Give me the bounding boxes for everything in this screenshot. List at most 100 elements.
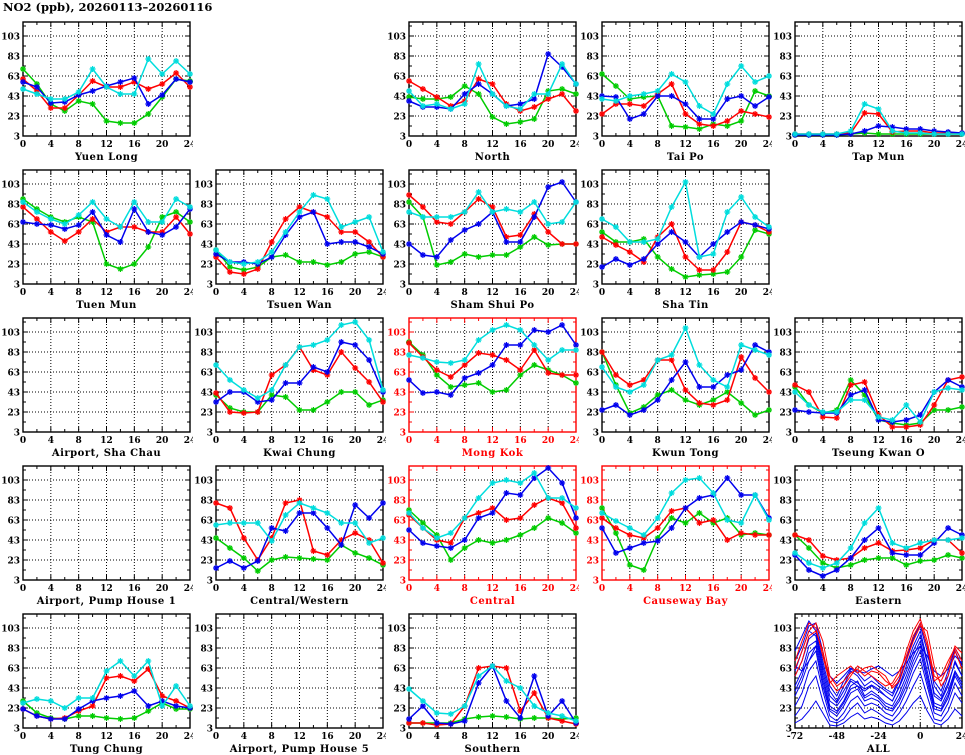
y-tick-label: 83 bbox=[200, 201, 213, 211]
y-tick-label: 103 bbox=[194, 329, 213, 339]
y-tick-label: 3 bbox=[14, 429, 20, 439]
x-tick-label: 8 bbox=[269, 732, 275, 742]
x-tick-label: 24 bbox=[184, 732, 193, 742]
chart-title-tung-chung: Tung Chung bbox=[70, 744, 143, 754]
x-tick-label: 4 bbox=[820, 584, 826, 594]
y-tick-label: 103 bbox=[1, 625, 20, 635]
y-tick-label: 83 bbox=[393, 53, 406, 63]
chart-title-causeway-bay: Causeway Bay bbox=[643, 596, 729, 606]
x-tick-label: 4 bbox=[48, 584, 54, 594]
x-tick-label: 12 bbox=[100, 288, 113, 298]
x-tick-label: 0 bbox=[599, 584, 605, 594]
x-tick-label: 4 bbox=[241, 732, 247, 742]
x-tick-label: 4 bbox=[627, 436, 633, 446]
y-tick-label: 3 bbox=[593, 577, 599, 587]
cyan-series-markers bbox=[599, 63, 772, 117]
chart-title-mong-kok: Mong Kok bbox=[462, 448, 524, 458]
chart-tung-chung: 3 23 43 63 83 103 0 4 8 12 16 20 24 Tung Chung bbox=[1, 613, 193, 754]
x-tick-label: 0 bbox=[406, 288, 412, 298]
x-tick-label: 20 bbox=[735, 140, 748, 150]
y-tick-label: 103 bbox=[194, 625, 213, 635]
x-tick-label: 4 bbox=[241, 584, 247, 594]
chart-title-airport-pump-house-1: Airport, Pump House 1 bbox=[36, 596, 177, 606]
x-tick-label: 8 bbox=[462, 732, 468, 742]
x-tick-label: 8 bbox=[269, 584, 275, 594]
ensemble-line bbox=[794, 621, 963, 692]
ensemble-line bbox=[794, 644, 963, 714]
y-tick-label: 23 bbox=[7, 409, 20, 419]
chart-title-tuen-mun: Tuen Mun bbox=[76, 300, 137, 310]
x-tick-label: 20 bbox=[156, 436, 169, 446]
y-tick-label: 43 bbox=[779, 389, 792, 399]
y-tick-label: 23 bbox=[393, 261, 406, 271]
y-tick-label: 23 bbox=[779, 113, 792, 123]
y-tick-label: 83 bbox=[586, 349, 599, 359]
x-tick-label: 24 bbox=[377, 732, 386, 742]
y-tick-label: 43 bbox=[7, 685, 20, 695]
chart-tap-mun: 3 23 43 63 83 103 0 4 8 12 16 20 24 Tap Mun bbox=[773, 21, 965, 162]
x-tick-label: 4 bbox=[434, 436, 440, 446]
y-tick-label: 43 bbox=[393, 241, 406, 251]
cyan-series-markers bbox=[792, 101, 965, 137]
y-tick-label: 43 bbox=[393, 685, 406, 695]
x-tick-label: 0 bbox=[792, 584, 798, 594]
x-tick-label: 8 bbox=[848, 436, 854, 446]
blue-series-markers bbox=[20, 206, 193, 245]
y-tick-label: 63 bbox=[7, 517, 20, 527]
x-tick-label: 0 bbox=[213, 584, 219, 594]
x-tick-label: 12 bbox=[872, 140, 885, 150]
y-tick-label: 103 bbox=[580, 329, 599, 339]
x-tick-label: 4 bbox=[820, 140, 826, 150]
x-tick-label: 12 bbox=[486, 732, 499, 742]
cyan-series-markers bbox=[406, 61, 579, 112]
y-tick-label: 3 bbox=[207, 725, 213, 735]
chart-kwun-tong: 3 23 43 63 83 103 0 4 8 12 16 20 24 Kwun Tong bbox=[580, 317, 772, 458]
y-tick-label: 3 bbox=[207, 577, 213, 587]
y-tick-label: 23 bbox=[7, 261, 20, 271]
x-tick-label: 8 bbox=[76, 584, 82, 594]
ensemble-line bbox=[794, 695, 963, 727]
y-tick-label: 23 bbox=[7, 705, 20, 715]
x-tick-label: 12 bbox=[486, 140, 499, 150]
x-tick-label: 12 bbox=[679, 436, 692, 446]
cyan-series-markers bbox=[20, 658, 193, 711]
y-tick-label: 83 bbox=[779, 645, 792, 655]
y-tick-label: 43 bbox=[779, 685, 792, 695]
y-tick-label: 103 bbox=[773, 477, 792, 487]
blue-series-markers bbox=[599, 342, 772, 418]
y-tick-label: 83 bbox=[7, 53, 20, 63]
x-tick-label: -72 bbox=[787, 732, 803, 742]
y-tick-label: 103 bbox=[580, 181, 599, 191]
x-tick-label: 20 bbox=[735, 584, 748, 594]
x-tick-label: 4 bbox=[434, 140, 440, 150]
y-tick-label: 3 bbox=[400, 133, 406, 143]
x-tick-label: 24 bbox=[570, 288, 579, 298]
y-tick-label: 63 bbox=[586, 517, 599, 527]
chart-eastern: 3 23 43 63 83 103 0 4 8 12 16 20 24 Eastern bbox=[773, 465, 965, 606]
x-tick-label: 4 bbox=[48, 140, 54, 150]
x-tick-label: 12 bbox=[293, 436, 306, 446]
blue-series-markers bbox=[792, 525, 965, 579]
y-tick-label: 103 bbox=[194, 477, 213, 487]
x-tick-label: 12 bbox=[486, 436, 499, 446]
x-tick-label: 8 bbox=[462, 288, 468, 298]
y-tick-label: 43 bbox=[779, 537, 792, 547]
chart-tai-po: 3 23 43 63 83 103 0 4 8 12 16 20 24 Tai Po bbox=[580, 21, 772, 162]
x-tick-label: 4 bbox=[434, 584, 440, 594]
x-tick-label: 24 bbox=[763, 288, 772, 298]
y-tick-label: 63 bbox=[779, 73, 792, 83]
y-tick-label: 83 bbox=[393, 349, 406, 359]
x-tick-label: 16 bbox=[707, 584, 720, 594]
x-tick-label: 8 bbox=[269, 288, 275, 298]
chart-all: 3 23 43 63 83 103 -72 -48 -24 0 24 ALL bbox=[773, 613, 965, 754]
x-tick-label: 4 bbox=[48, 436, 54, 446]
y-tick-label: 43 bbox=[779, 93, 792, 103]
y-tick-label: 103 bbox=[387, 477, 406, 487]
x-tick-label: 12 bbox=[486, 288, 499, 298]
y-tick-label: 23 bbox=[200, 261, 213, 271]
y-tick-label: 3 bbox=[207, 281, 213, 291]
y-tick-label: 23 bbox=[779, 409, 792, 419]
x-tick-label: 16 bbox=[514, 436, 527, 446]
blue-series-markers bbox=[213, 500, 386, 571]
x-tick-label: 20 bbox=[542, 140, 555, 150]
